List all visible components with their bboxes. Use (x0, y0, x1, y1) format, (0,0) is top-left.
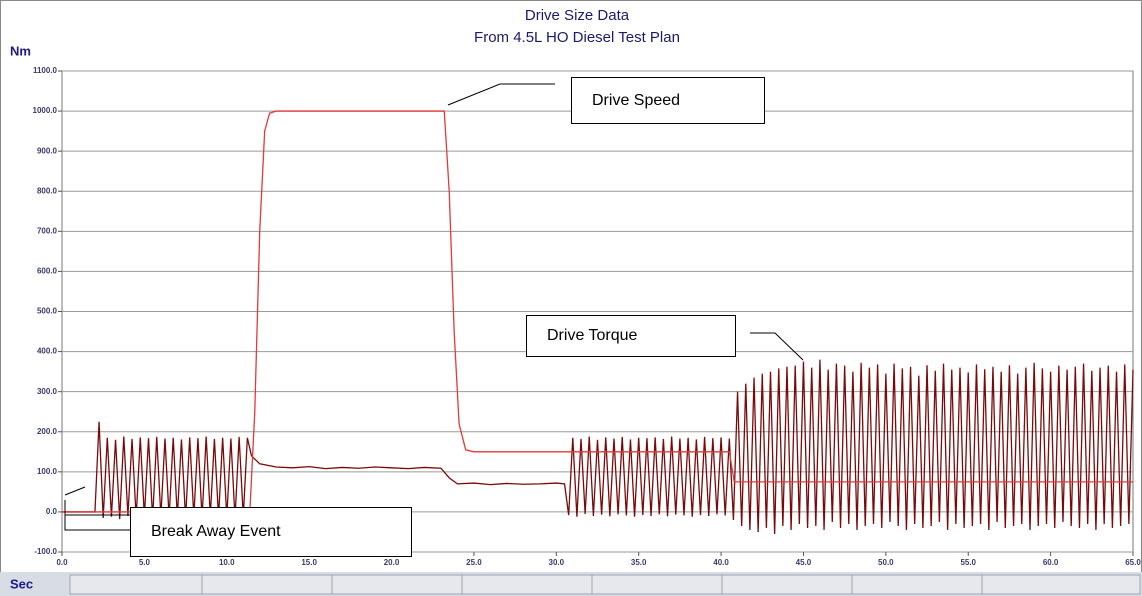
y-axis-label: Nm (10, 43, 31, 58)
speed-label-box: Drive Speed (571, 77, 765, 124)
y-tick-label: 600.0 (37, 267, 58, 276)
torque-label-box: Drive Torque (526, 315, 736, 357)
speed-label: Drive Speed (592, 91, 681, 109)
y-tick-label: -100.0 (34, 547, 57, 556)
x-tick-label: 50.0 (878, 558, 894, 567)
leaders (64, 83, 804, 531)
torque-label: Drive Torque (547, 327, 638, 344)
y-tick-label: 900.0 (37, 146, 58, 155)
x-tick-label: 45.0 (796, 558, 812, 567)
y-tick-label: 0.0 (46, 507, 58, 516)
x-tick-label: 0.0 (56, 558, 68, 567)
y-tick-label: 1000.0 (33, 106, 58, 115)
x-tick-label: 35.0 (631, 558, 647, 567)
y-tick-label: 500.0 (37, 307, 58, 316)
x-tick-label: 20.0 (384, 558, 400, 567)
annotation: Break Away Event (151, 523, 281, 540)
y-tick-label: 200.0 (37, 427, 58, 436)
x-tick-label: 55.0 (960, 558, 976, 567)
y-tick-label: 700.0 (37, 226, 58, 235)
y-tick-label: 100.0 (37, 467, 58, 476)
x-tick-label: 60.0 (1043, 558, 1059, 567)
plot-area: -100.0 0.0 100.0 200.0 300.0 400.0 500.0 600.0 7… (33, 66, 1142, 567)
x-tick-label: 40.0 (713, 558, 729, 567)
x-tick-label: 25.0 (466, 558, 482, 567)
x-tick-label: 15.0 (301, 558, 317, 567)
y-tick-label: 800.0 (37, 186, 58, 195)
x-tick-label: 65.0 (1125, 558, 1141, 567)
status-cells (69, 574, 1141, 595)
series-line (62, 110, 1133, 513)
y-tick-label: 400.0 (37, 347, 58, 356)
chart-subtitle: From 4.5L HO Diesel Test Plan (474, 29, 680, 46)
annotation-box: Break Away Event (130, 507, 412, 557)
chart-title: Drive Size Data (525, 7, 630, 24)
x-tick-label: 30.0 (549, 558, 565, 567)
x-axis-label: Sec (10, 576, 33, 591)
x-tick-label: 5.0 (139, 558, 151, 567)
x-tick-label: 10.0 (219, 558, 235, 567)
y-tick-label: 1100.0 (33, 66, 58, 75)
y-tick-label: 300.0 (37, 387, 58, 396)
